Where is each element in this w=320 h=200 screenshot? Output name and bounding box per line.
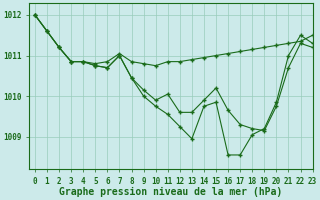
X-axis label: Graphe pression niveau de la mer (hPa): Graphe pression niveau de la mer (hPa) [59, 187, 282, 197]
